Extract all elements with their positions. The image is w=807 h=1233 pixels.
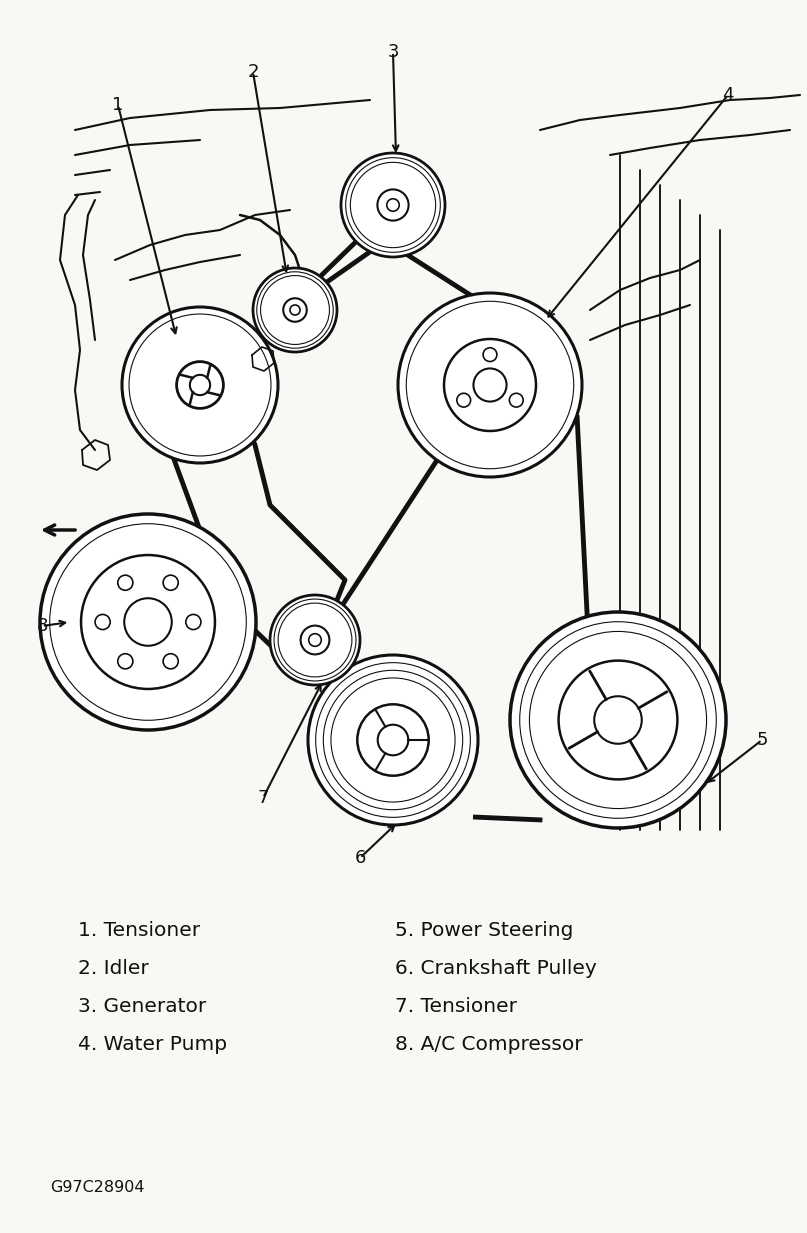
Text: 4: 4 [722, 86, 734, 104]
Circle shape [378, 725, 408, 756]
Circle shape [190, 375, 210, 395]
Circle shape [483, 348, 497, 361]
Circle shape [594, 697, 642, 743]
Circle shape [457, 393, 470, 407]
Text: 6. Crankshaft Pulley: 6. Crankshaft Pulley [395, 958, 596, 978]
Text: 5: 5 [756, 731, 767, 748]
Circle shape [510, 612, 726, 829]
Circle shape [163, 575, 178, 591]
Circle shape [387, 199, 399, 211]
Text: 3: 3 [387, 43, 399, 60]
Circle shape [40, 514, 256, 730]
Circle shape [186, 614, 201, 630]
Circle shape [95, 614, 111, 630]
Circle shape [290, 305, 300, 316]
Circle shape [358, 704, 429, 776]
Circle shape [253, 268, 337, 351]
Text: 8: 8 [36, 616, 48, 635]
Text: 1: 1 [112, 96, 123, 113]
Circle shape [122, 307, 278, 464]
Circle shape [124, 598, 172, 646]
Circle shape [444, 339, 536, 432]
Text: 2. Idler: 2. Idler [78, 958, 148, 978]
Text: 7: 7 [257, 789, 269, 808]
Circle shape [558, 661, 677, 779]
Text: 8. A/C Compressor: 8. A/C Compressor [395, 1034, 583, 1053]
Circle shape [378, 190, 408, 221]
Circle shape [118, 653, 133, 668]
Text: 4. Water Pump: 4. Water Pump [78, 1034, 227, 1053]
Text: 1. Tensioner: 1. Tensioner [78, 921, 200, 940]
Circle shape [474, 369, 507, 402]
Circle shape [509, 393, 523, 407]
Circle shape [300, 625, 329, 655]
Text: 7. Tensioner: 7. Tensioner [395, 996, 517, 1016]
Circle shape [398, 293, 582, 477]
Text: 5. Power Steering: 5. Power Steering [395, 921, 574, 940]
Text: 2: 2 [247, 63, 259, 81]
Circle shape [118, 575, 133, 591]
Circle shape [177, 361, 224, 408]
Circle shape [308, 655, 478, 825]
Circle shape [283, 298, 307, 322]
Circle shape [163, 653, 178, 668]
Circle shape [270, 596, 360, 686]
Circle shape [309, 634, 321, 646]
Circle shape [81, 555, 215, 689]
Circle shape [341, 153, 445, 256]
Text: G97C28904: G97C28904 [50, 1180, 144, 1196]
Text: 3. Generator: 3. Generator [78, 996, 207, 1016]
Text: 6: 6 [354, 850, 366, 867]
